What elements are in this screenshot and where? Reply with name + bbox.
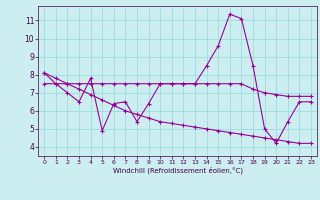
X-axis label: Windchill (Refroidissement éolien,°C): Windchill (Refroidissement éolien,°C) — [113, 167, 243, 174]
